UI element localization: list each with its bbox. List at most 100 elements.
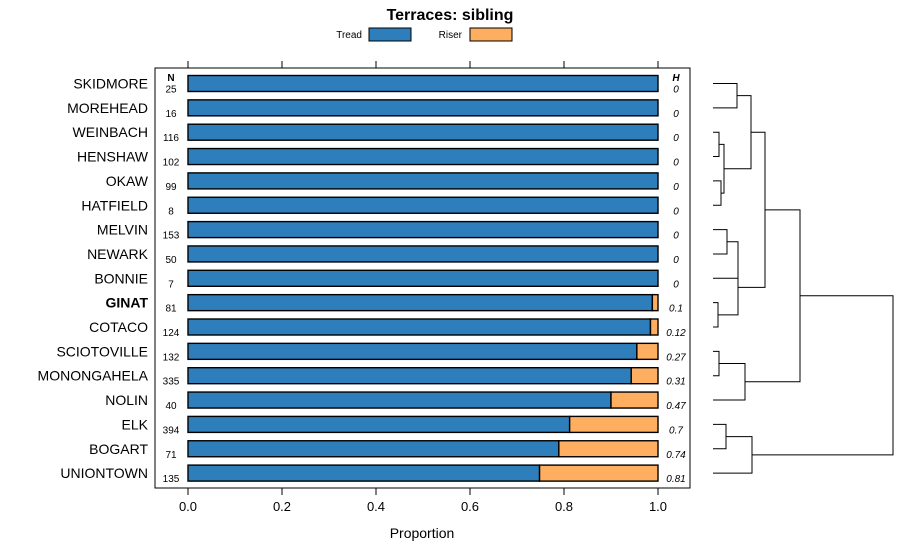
- h-value: 0: [673, 255, 679, 266]
- n-value: 335: [163, 377, 180, 388]
- bar-riser: [651, 293, 659, 312]
- category-label: COTACO: [89, 319, 148, 335]
- bar-riser: [630, 367, 659, 385]
- dendrogram: [713, 83, 894, 474]
- legend-swatch-riser: [469, 27, 513, 42]
- category-label: NEWARK: [87, 246, 149, 262]
- bar-row-newark: NEWARK 50 0: [87, 245, 679, 266]
- h-value: 0: [673, 231, 679, 242]
- h-value: 0.31: [666, 377, 685, 388]
- bar-row-monongahela: MONONGAHELA 335 0.31: [38, 367, 686, 388]
- x-tick-label: 0.2: [273, 499, 291, 514]
- category-label: SKIDMORE: [73, 76, 148, 92]
- n-value: 50: [165, 255, 177, 266]
- bar-tread: [187, 293, 654, 312]
- dendro-link: [713, 241, 739, 279]
- h-value: 0.47: [666, 401, 686, 412]
- n-column-header: N: [167, 73, 174, 84]
- bar-tread: [187, 367, 632, 385]
- bar-riser: [568, 415, 659, 434]
- category-label: HENSHAW: [77, 149, 149, 165]
- dendro-root-link: [752, 295, 894, 456]
- bar-row-sciotoville: SCIOTOVILLE 132 0.27: [56, 342, 686, 363]
- bar-tread: [187, 269, 659, 287]
- bar-row-bonnie: BONNIE 7 0: [94, 269, 679, 290]
- dendro-link: [713, 131, 720, 158]
- bar-row-nolin: NOLIN 40 0.47: [105, 391, 686, 412]
- h-value: 0.74: [666, 450, 686, 461]
- dendro-link: [713, 83, 738, 109]
- bar-row-bogart: BOGART 71 0.74: [89, 440, 686, 461]
- bar-tread: [187, 147, 659, 166]
- n-value: 394: [163, 425, 180, 436]
- bar-row-hatfield: HATFIELD 8 0: [81, 196, 679, 217]
- bar-tread: [187, 74, 659, 93]
- h-value: 0: [673, 133, 679, 144]
- chart-title: Terraces: sibling: [387, 7, 514, 24]
- dendro-link: [713, 180, 722, 206]
- n-value: 25: [165, 85, 177, 96]
- dendro-link: [713, 229, 728, 255]
- bar-row-henshaw: HENSHAW 102 0: [77, 147, 679, 169]
- bar-tread: [187, 123, 659, 141]
- category-label: BONNIE: [94, 270, 148, 286]
- h-value: 0.1: [669, 304, 683, 315]
- bar-tread: [187, 245, 659, 263]
- category-label: GINAT: [105, 295, 148, 311]
- bar-riser: [538, 464, 659, 482]
- dendro-link: [713, 302, 719, 328]
- category-label: HATFIELD: [81, 197, 148, 213]
- dendro-link: [718, 260, 739, 316]
- bar-riser: [636, 342, 659, 361]
- category-label: NOLIN: [105, 392, 148, 408]
- h-value: 0.81: [666, 474, 685, 485]
- x-tick-label: 0.0: [179, 499, 197, 514]
- h-value: 0: [673, 206, 679, 217]
- bar-row-skidmore: SKIDMORE 25 0: [73, 74, 679, 96]
- bar-riser: [558, 440, 659, 458]
- x-axis-title: Proportion: [390, 525, 455, 541]
- bar-row-cotaco: COTACO 124 0.12: [89, 318, 686, 339]
- plot-panel: [154, 67, 691, 489]
- legend-swatch-tread: [368, 27, 412, 42]
- n-value: 8: [168, 206, 174, 217]
- legend-label-riser: Riser: [439, 30, 463, 41]
- x-tick-label: 1.0: [649, 499, 667, 514]
- category-label: OKAW: [106, 173, 149, 189]
- n-value: 135: [163, 474, 180, 485]
- top-axis-ticks: [187, 61, 659, 68]
- dendro-link: [713, 423, 727, 450]
- n-value: 40: [165, 401, 177, 412]
- bar-row-ginat: GINAT 81 0.1: [105, 293, 683, 315]
- bar-tread: [187, 391, 612, 409]
- h-value: 0: [673, 158, 679, 169]
- bar-tread: [187, 440, 560, 458]
- n-value: 132: [163, 352, 180, 363]
- category-label: BOGART: [89, 441, 148, 457]
- bar-tread: [187, 99, 659, 117]
- category-label: SCIOTOVILLE: [56, 343, 148, 359]
- category-label: MONONGAHELA: [38, 368, 149, 384]
- dendro-link: [713, 363, 746, 401]
- n-value: 16: [165, 109, 177, 120]
- dendro-link: [713, 436, 753, 474]
- bar-tread: [187, 342, 638, 361]
- n-value: 102: [163, 158, 180, 169]
- category-label: ELK: [122, 416, 149, 432]
- h-value: 0: [673, 279, 679, 290]
- h-value: 0: [673, 182, 679, 193]
- bar-riser: [610, 391, 659, 409]
- legend-label-tread: Tread: [336, 30, 362, 41]
- n-value: 116: [163, 133, 179, 144]
- category-label: WEINBACH: [73, 124, 148, 140]
- x-tick-label: 0.8: [555, 499, 573, 514]
- bar-row-uniontown: UNIONTOWN 135 0.81: [60, 464, 686, 485]
- n-value: 81: [165, 304, 177, 315]
- bar-tread: [187, 415, 571, 434]
- category-label: UNIONTOWN: [60, 465, 148, 481]
- category-label: MELVIN: [97, 222, 148, 238]
- bar-row-melvin: MELVIN 153 0: [97, 220, 679, 242]
- dendro-link: [745, 209, 801, 383]
- bar-riser: [649, 318, 659, 336]
